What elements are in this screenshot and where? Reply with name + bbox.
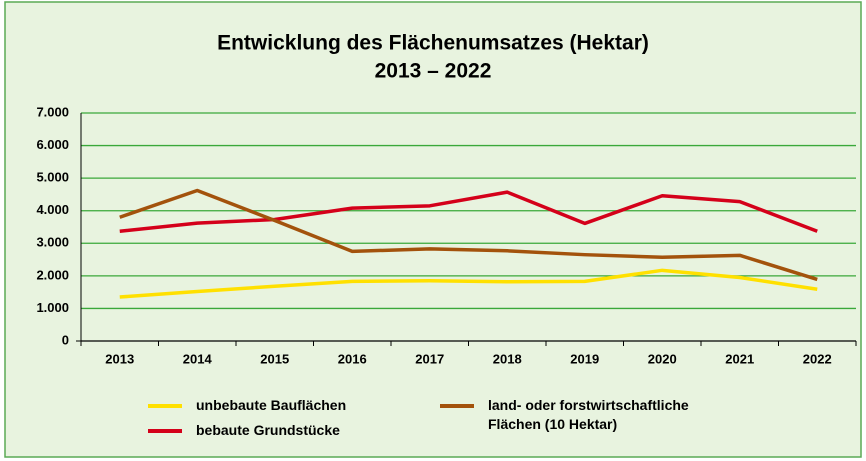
y-tick-label: 0 (62, 332, 69, 347)
y-tick-label: 2.000 (36, 267, 69, 282)
legend-swatch (148, 404, 182, 408)
legend-item: bebaute Grundstücke (148, 421, 388, 440)
x-tick-label: 2014 (183, 351, 213, 366)
chart-title: Entwicklung des Flächenumsatzes (Hektar) (217, 32, 649, 55)
x-tick-label: 2016 (338, 351, 367, 366)
legend-swatch (148, 429, 182, 433)
legend-item: unbebaute Bauflächen (148, 396, 388, 415)
x-tick-label: 2019 (570, 351, 599, 366)
line-series (119, 268, 818, 299)
y-tick-label: 3.000 (36, 235, 69, 250)
y-tick-label: 6.000 (36, 137, 69, 152)
legend-label: unbebaute Bauflächen (196, 397, 347, 413)
x-tick-label: 2013 (105, 351, 134, 366)
line-series (119, 190, 818, 233)
x-tick-label: 2015 (260, 351, 289, 366)
legend-swatch (440, 404, 474, 408)
x-tick-label: 2022 (803, 351, 832, 366)
legend-label: land- oder forstwirtschaftliche Flächen … (488, 397, 689, 432)
x-tick-label: 2021 (725, 351, 754, 366)
chart-subtitle: 2013 – 2022 (375, 60, 492, 83)
x-tick-label: 2017 (415, 351, 444, 366)
y-tick-label: 1.000 (36, 300, 69, 315)
y-tick-label: 7.000 (36, 104, 69, 119)
legend-label: bebaute Grundstücke (196, 422, 340, 438)
y-tick-label: 4.000 (36, 202, 69, 217)
x-tick-label: 2020 (648, 351, 677, 366)
x-tick-label: 2018 (493, 351, 522, 366)
line-series (119, 188, 818, 282)
legend-item: land- oder forstwirtschaftliche Flächen … (440, 396, 740, 434)
y-tick-label: 5.000 (36, 170, 69, 185)
